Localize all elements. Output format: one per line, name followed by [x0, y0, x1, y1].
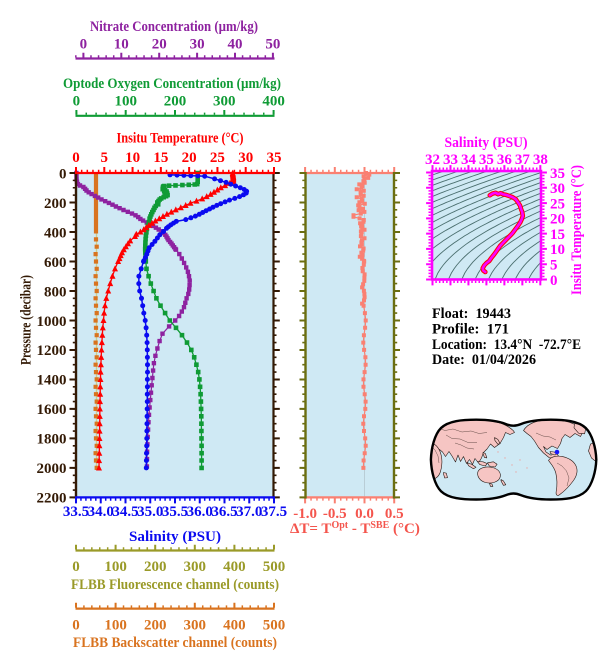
- svg-text:30: 30: [550, 181, 565, 197]
- svg-text:5: 5: [550, 258, 558, 274]
- svg-text:34.0: 34.0: [88, 504, 114, 520]
- svg-text:10: 10: [125, 150, 140, 166]
- svg-text:15: 15: [153, 150, 168, 166]
- svg-text:0.5: 0.5: [385, 506, 404, 522]
- svg-text:37.5: 37.5: [261, 504, 287, 520]
- svg-text:100: 100: [104, 559, 127, 575]
- svg-text:1600: 1600: [37, 402, 67, 418]
- svg-text:5: 5: [101, 150, 109, 166]
- svg-text:35.0: 35.0: [137, 504, 163, 520]
- svg-text:33.5: 33.5: [63, 504, 89, 520]
- svg-text:0: 0: [72, 618, 80, 634]
- svg-text:300: 300: [213, 94, 236, 110]
- svg-text:200: 200: [164, 94, 187, 110]
- svg-text:1800: 1800: [37, 432, 67, 448]
- svg-text:Salinity (PSU): Salinity (PSU): [445, 135, 528, 151]
- svg-text:15: 15: [550, 227, 565, 243]
- svg-text:Insitu Temperature (°C): Insitu Temperature (°C): [569, 165, 585, 295]
- svg-text:400: 400: [223, 618, 246, 634]
- svg-text:300: 300: [184, 559, 207, 575]
- svg-text:Salinity (PSU): Salinity (PSU): [129, 529, 221, 545]
- svg-text:800: 800: [44, 284, 67, 300]
- svg-text:35: 35: [479, 152, 494, 168]
- svg-text:0: 0: [72, 150, 80, 166]
- svg-text:400: 400: [44, 225, 67, 241]
- svg-text:1200: 1200: [37, 343, 67, 359]
- svg-text:200: 200: [44, 196, 67, 212]
- svg-text:50: 50: [265, 37, 280, 53]
- svg-text:35: 35: [266, 150, 281, 166]
- svg-text:Location: 13.4°N -72.7°E: Location: 13.4°N -72.7°E: [432, 337, 581, 353]
- svg-text:36.5: 36.5: [211, 504, 237, 520]
- svg-text:ΔT= TOpt - TSBE (°C): ΔT= TOpt - TSBE (°C): [290, 520, 420, 537]
- svg-text:40: 40: [228, 37, 243, 53]
- svg-text:Pressure (decibar): Pressure (decibar): [19, 275, 35, 365]
- svg-text:2000: 2000: [37, 461, 67, 477]
- svg-text:500: 500: [263, 618, 286, 634]
- svg-text:36: 36: [497, 152, 513, 168]
- svg-text:35.5: 35.5: [162, 504, 188, 520]
- svg-text:300: 300: [184, 618, 207, 634]
- svg-text:100: 100: [114, 94, 137, 110]
- svg-text:38: 38: [533, 152, 548, 168]
- svg-text:25: 25: [210, 150, 225, 166]
- svg-text:400: 400: [262, 94, 285, 110]
- svg-text:37.0: 37.0: [236, 504, 262, 520]
- svg-text:200: 200: [144, 618, 167, 634]
- svg-text:2200: 2200: [37, 491, 67, 507]
- svg-text:Insitu Temperature (°C): Insitu Temperature (°C): [117, 131, 244, 147]
- svg-text:-0.5: -0.5: [323, 506, 347, 522]
- svg-text:32: 32: [425, 152, 440, 168]
- svg-text:1000: 1000: [37, 314, 67, 330]
- svg-text:FLBB Fluorescence channel (cou: FLBB Fluorescence channel (counts): [71, 577, 279, 593]
- svg-text:30: 30: [238, 150, 253, 166]
- svg-text:25: 25: [550, 196, 565, 212]
- svg-text:0.0: 0.0: [355, 506, 374, 522]
- svg-text:Nitrate Concentration (µm/kg): Nitrate Concentration (µm/kg): [90, 19, 258, 35]
- svg-text:33: 33: [443, 152, 458, 168]
- svg-text:37: 37: [515, 152, 531, 168]
- svg-text:20: 20: [550, 212, 565, 228]
- svg-text:0: 0: [59, 166, 67, 182]
- svg-text:Profile: 171: Profile: 171: [432, 321, 509, 337]
- svg-text:600: 600: [44, 255, 67, 271]
- svg-text:Optode Oxygen Concentration (µ: Optode Oxygen Concentration (µm/kg): [63, 76, 281, 92]
- svg-text:100: 100: [104, 618, 127, 634]
- svg-text:10: 10: [550, 242, 565, 258]
- svg-text:30: 30: [190, 37, 205, 53]
- svg-text:36.0: 36.0: [187, 504, 213, 520]
- svg-text:20: 20: [182, 150, 197, 166]
- svg-text:0: 0: [80, 37, 88, 53]
- svg-text:Float: 19443: Float: 19443: [432, 306, 511, 322]
- svg-text:20: 20: [152, 37, 167, 53]
- svg-text:Date: 01/04/2026: Date: 01/04/2026: [432, 352, 536, 368]
- svg-text:10: 10: [114, 37, 129, 53]
- svg-text:1400: 1400: [37, 373, 67, 389]
- svg-text:34.5: 34.5: [112, 504, 138, 520]
- svg-text:34: 34: [461, 152, 477, 168]
- svg-text:200: 200: [144, 559, 167, 575]
- svg-text:FLBB Backscatter channel (coun: FLBB Backscatter channel (counts): [73, 635, 277, 651]
- svg-text:-1.0: -1.0: [293, 506, 317, 522]
- svg-text:35: 35: [550, 166, 565, 182]
- svg-text:500: 500: [263, 559, 286, 575]
- svg-text:0: 0: [73, 94, 81, 110]
- svg-text:0: 0: [72, 559, 80, 575]
- svg-text:0: 0: [550, 273, 558, 289]
- svg-text:400: 400: [223, 559, 246, 575]
